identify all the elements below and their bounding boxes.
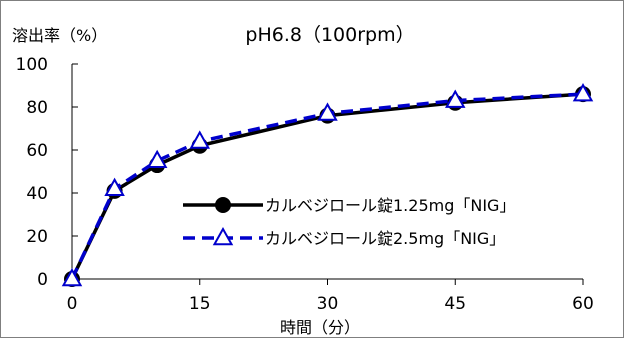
axes: 0 20 40 60 80 100 0 15 30 45 60 bbox=[16, 55, 594, 314]
y-axis-label: 溶出率（%） bbox=[12, 26, 107, 45]
x-tick-label: 30 bbox=[317, 294, 339, 314]
y-tick-label: 60 bbox=[26, 141, 48, 161]
legend-marker-2 bbox=[212, 226, 234, 246]
series-2-point bbox=[444, 89, 466, 108]
y-tick-label: 100 bbox=[16, 55, 48, 75]
series-2-point bbox=[61, 267, 83, 287]
series-2-point bbox=[189, 130, 211, 149]
x-tick-label: 15 bbox=[189, 294, 211, 314]
legend: カルベジロール錠1.25mg「NIG」カルベジロール錠2.5mg「NIG」 bbox=[183, 196, 515, 248]
legend-marker-1 bbox=[215, 197, 231, 213]
legend-label-2: カルベジロール錠2.5mg「NIG」 bbox=[265, 229, 505, 248]
legend-label-1: カルベジロール錠1.25mg「NIG」 bbox=[265, 196, 515, 215]
x-tick-label: 45 bbox=[444, 294, 466, 314]
y-tick-label: 20 bbox=[26, 227, 48, 247]
x-axis-label: 時間（分） bbox=[280, 318, 360, 337]
series-2-point bbox=[146, 149, 168, 169]
y-tick-label: 40 bbox=[26, 184, 48, 204]
series-2-point bbox=[104, 177, 125, 196]
y-tick-label: 0 bbox=[37, 270, 48, 290]
x-tick-label: 60 bbox=[572, 294, 594, 314]
series-layer bbox=[61, 83, 594, 287]
series-2-point bbox=[317, 102, 338, 121]
chart-title: pH6.8（100rpm） bbox=[245, 24, 414, 46]
x-tick-label: 0 bbox=[67, 294, 78, 314]
y-tick-label: 80 bbox=[26, 98, 48, 118]
series-2-point bbox=[572, 83, 594, 102]
